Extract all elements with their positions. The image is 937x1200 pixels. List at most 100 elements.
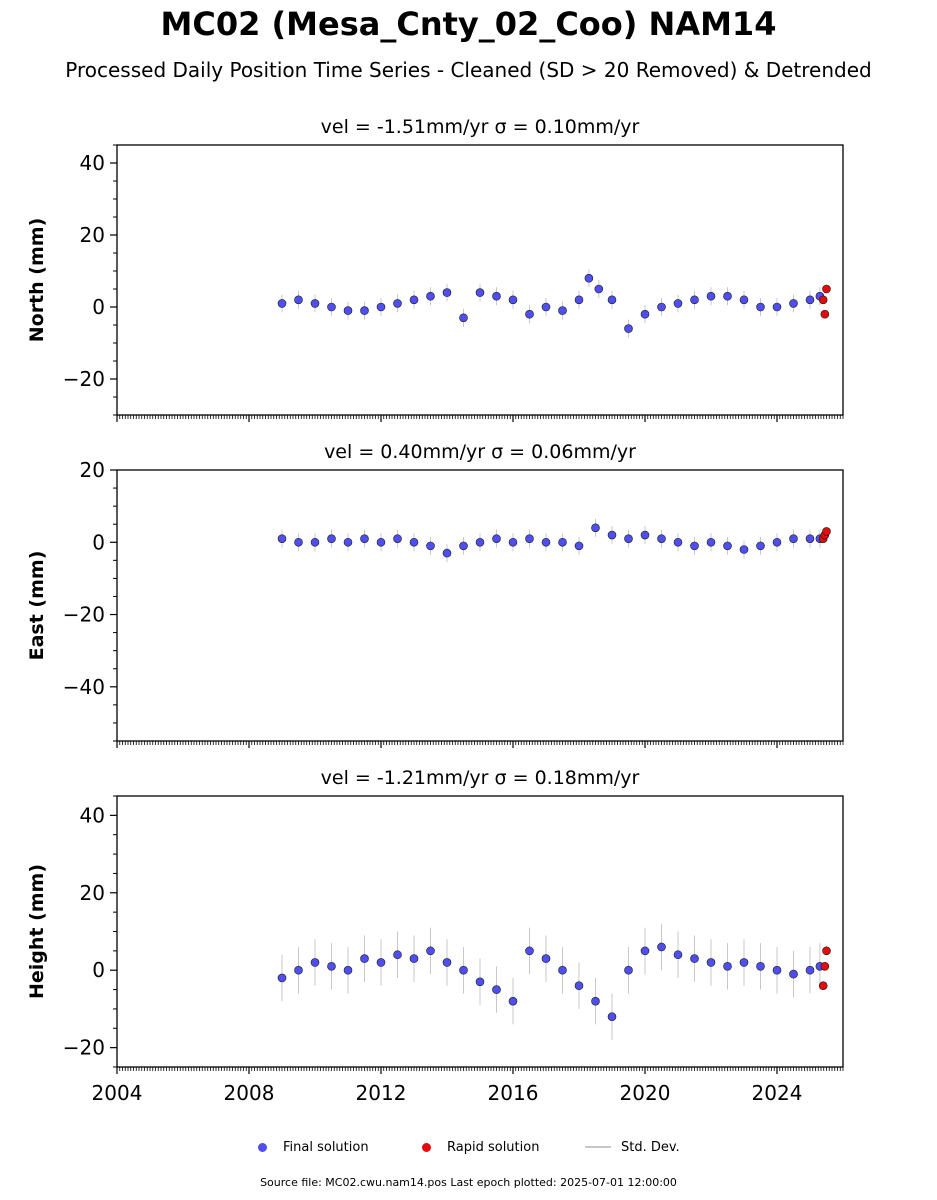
legend-std-line xyxy=(585,1146,611,1148)
final-point xyxy=(591,996,600,1006)
final-point xyxy=(294,965,303,975)
final-point xyxy=(360,954,369,963)
panel-title: vel = -1.21mm/yr σ = 0.18mm/yr xyxy=(321,767,640,789)
legend-final: Final solution xyxy=(258,1136,369,1158)
footer-source: Source file: MC02.cwu.nam14.pos Last epo… xyxy=(260,1176,677,1189)
plots-svg: vel = -1.51mm/yr σ = 0.10mm/yr North (mm)… xyxy=(26,116,844,1105)
final-point xyxy=(574,981,584,991)
rapid-point xyxy=(822,946,831,956)
final-point xyxy=(607,1012,617,1021)
final-point xyxy=(343,537,353,547)
final-point xyxy=(426,541,435,551)
final-point xyxy=(624,965,633,975)
final-point xyxy=(756,302,765,312)
panel-title: vel = -1.51mm/yr σ = 0.10mm/yr xyxy=(321,116,640,138)
final-point xyxy=(607,295,617,305)
final-point xyxy=(393,299,402,308)
x-tick-label: 2020 xyxy=(620,1081,671,1105)
final-point xyxy=(624,324,633,333)
final-point xyxy=(277,973,287,983)
x-tick-label: 2008 xyxy=(224,1081,275,1105)
final-point xyxy=(360,534,369,543)
final-point xyxy=(442,548,452,558)
final-point xyxy=(343,965,353,975)
final-point xyxy=(376,958,386,967)
final-point xyxy=(541,302,551,312)
final-point xyxy=(294,295,303,305)
final-point xyxy=(673,950,683,960)
final-point xyxy=(393,950,402,960)
final-point xyxy=(673,299,683,308)
final-point xyxy=(393,534,402,543)
axes-frame xyxy=(116,795,844,1068)
final-point xyxy=(690,295,699,305)
final-point xyxy=(789,534,798,543)
final-point xyxy=(310,299,320,308)
final-point xyxy=(508,295,518,305)
legend-std: Std. Dev. xyxy=(585,1136,680,1158)
final-point xyxy=(657,302,666,312)
final-point xyxy=(805,534,815,543)
final-point xyxy=(657,534,666,543)
final-point xyxy=(805,965,815,975)
final-point xyxy=(690,541,699,551)
rapid-point xyxy=(822,284,831,294)
final-point xyxy=(525,946,534,956)
legend: Final solution Rapid solution Std. Dev. xyxy=(0,1136,937,1158)
rapid-point xyxy=(820,309,830,319)
final-point xyxy=(508,537,518,547)
y-axis-label: Height (mm) xyxy=(26,864,48,999)
legend-std-label: Std. Dev. xyxy=(621,1139,680,1155)
y-tick-label: 40 xyxy=(80,803,105,827)
final-point xyxy=(706,537,716,547)
final-point xyxy=(640,946,650,956)
final-point xyxy=(789,969,798,979)
final-point xyxy=(805,295,815,305)
final-point xyxy=(772,302,782,312)
legend-rapid-label: Rapid solution xyxy=(447,1139,540,1155)
y-tick-label: −40 xyxy=(63,675,105,699)
final-point xyxy=(558,965,567,975)
final-point xyxy=(508,996,518,1006)
y-tick-label: 20 xyxy=(80,881,105,905)
final-point xyxy=(706,958,716,967)
final-point xyxy=(640,309,650,319)
rapid-point xyxy=(820,962,830,971)
y-tick-label: 0 xyxy=(92,530,105,554)
final-point xyxy=(739,958,749,967)
y-axis-label: North (mm) xyxy=(26,218,48,343)
final-point xyxy=(574,541,584,551)
final-point xyxy=(673,537,683,547)
final-point xyxy=(327,534,336,543)
final-point xyxy=(459,965,468,975)
final-point xyxy=(442,288,452,297)
legend-final-marker xyxy=(258,1142,267,1152)
y-tick-label: 0 xyxy=(92,295,105,319)
final-point xyxy=(492,291,501,301)
y-tick-label: −20 xyxy=(63,367,105,391)
final-point xyxy=(409,295,419,305)
x-tick-label: 2004 xyxy=(92,1081,143,1105)
final-point xyxy=(772,537,782,547)
final-point xyxy=(541,537,551,547)
panel-title: vel = 0.40mm/yr σ = 0.06mm/yr xyxy=(324,441,636,463)
final-point xyxy=(706,291,716,301)
final-point xyxy=(574,295,584,305)
final-point xyxy=(343,306,353,315)
x-tick-label: 2012 xyxy=(356,1081,407,1105)
final-point xyxy=(591,523,600,533)
legend-rapid-marker xyxy=(422,1142,431,1152)
y-axis-label: East (mm) xyxy=(26,551,48,661)
final-point xyxy=(360,306,369,315)
final-point xyxy=(690,954,699,963)
final-point xyxy=(541,954,551,963)
final-point xyxy=(723,541,732,551)
final-point xyxy=(492,985,501,994)
final-point xyxy=(772,965,782,975)
axes-frame xyxy=(116,469,844,742)
x-tick-label: 2024 xyxy=(752,1081,803,1105)
y-tick-label: −20 xyxy=(63,1036,105,1060)
final-point xyxy=(442,958,452,967)
final-point xyxy=(277,299,287,308)
final-point xyxy=(584,273,594,283)
